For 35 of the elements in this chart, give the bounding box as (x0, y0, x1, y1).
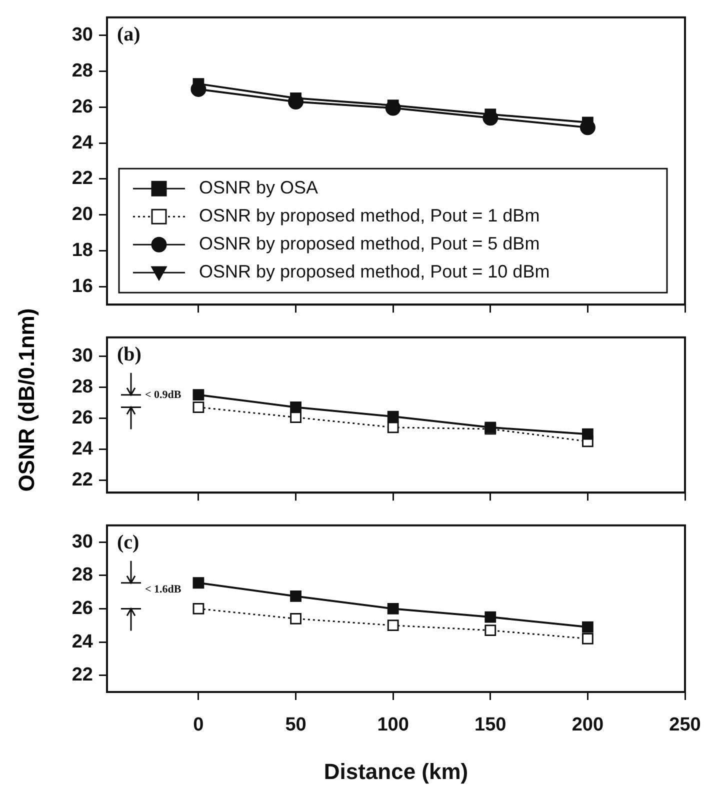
chart-title: (a) (117, 24, 140, 46)
legend-label: OSNR by proposed method, Pout = 5 dBm (199, 234, 540, 254)
legend-label: OSNR by OSA (199, 178, 318, 198)
annotation: < 0.9dB (145, 388, 182, 401)
chart-title: (b) (117, 344, 142, 366)
y-tick-label: 22 (72, 664, 93, 686)
x-tick-label: 150 (474, 714, 506, 736)
chart-title: (c) (117, 532, 140, 554)
x-tick-label: 200 (572, 714, 604, 736)
y-tick-label: 26 (72, 598, 93, 619)
y-tick-label: 22 (72, 469, 93, 490)
y-tick-label: 24 (72, 132, 94, 154)
x-tick-label: 50 (285, 714, 306, 736)
y-tick-label: 28 (72, 60, 93, 82)
x-axis-title: Distance (km) (324, 758, 468, 784)
y-tick-label: 30 (72, 24, 93, 46)
y-tick-label: 24 (72, 438, 94, 460)
y-tick-label: 18 (72, 240, 93, 261)
y-tick-label: 30 (72, 531, 93, 552)
y-tick-label: 30 (72, 345, 93, 366)
y-tick-label: 28 (72, 564, 93, 586)
x-tick-label: 250 (669, 714, 701, 736)
y-tick-label: 24 (72, 631, 94, 652)
y-tick-label: 22 (72, 168, 93, 190)
legend-label: OSNR by proposed method, Pout = 10 dBm (199, 262, 550, 282)
y-tick-label: 16 (72, 276, 93, 297)
x-tick-label: 100 (377, 714, 409, 736)
y-tick-label: 26 (72, 407, 93, 428)
y-axis-title: OSNR (dB/0.1nm) (14, 308, 40, 492)
annotation: < 1.6dB (145, 584, 182, 596)
legend-label: OSNR by proposed method, Pout = 1 dBm (199, 206, 540, 226)
y-tick-label: 20 (72, 204, 93, 226)
x-tick-label: 0 (193, 714, 204, 736)
y-tick-label: 28 (72, 376, 93, 398)
y-tick-label: 26 (72, 96, 93, 118)
